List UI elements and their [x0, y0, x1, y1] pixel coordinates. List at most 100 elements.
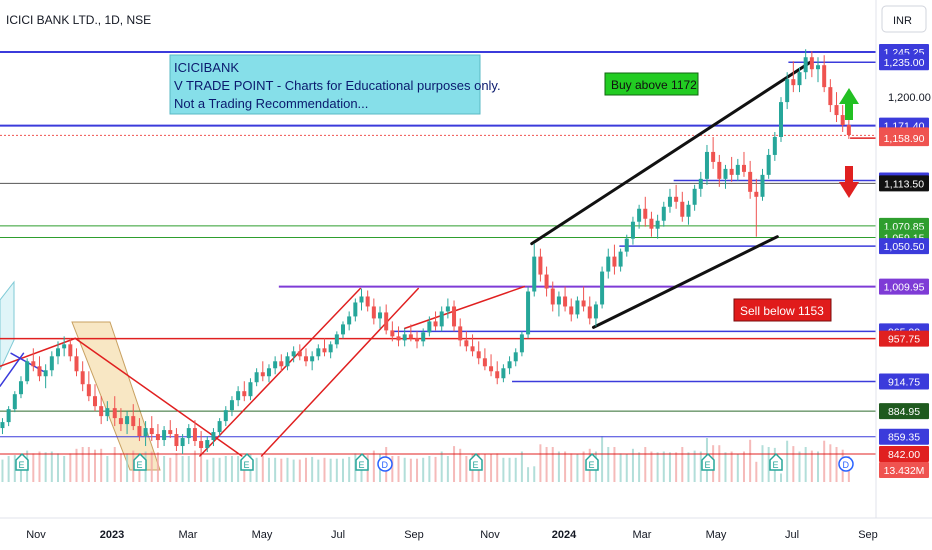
volume-bar	[32, 453, 35, 482]
price-tag-label: 842.00	[888, 449, 920, 461]
candle-body	[704, 151, 709, 179]
candle-body	[155, 434, 160, 441]
volume-bar	[465, 456, 468, 482]
volume-bar	[87, 447, 90, 482]
volume-bar	[63, 456, 66, 482]
price-tag-label: 914.75	[888, 376, 920, 388]
currency-button[interactable]	[881, 5, 927, 33]
volume-bar	[570, 453, 573, 482]
candle-body	[846, 125, 851, 135]
volume-bar	[218, 457, 221, 482]
volume-bar	[187, 456, 190, 482]
event-letter: E	[773, 460, 779, 470]
volume-bar	[193, 450, 196, 482]
volume-bar	[422, 457, 425, 482]
candle-body	[303, 356, 308, 362]
event-letter: E	[19, 460, 25, 470]
volume-bar	[582, 451, 585, 482]
volume-bar	[792, 446, 795, 482]
candle-body	[68, 344, 73, 357]
note-line-1: ICICIBANK	[174, 60, 239, 75]
volume-bar	[767, 447, 770, 482]
candle-body	[254, 372, 259, 383]
candle-body	[495, 371, 500, 379]
candle-body	[513, 352, 518, 362]
candle-body	[131, 416, 136, 427]
volume-bar	[508, 457, 511, 482]
x-tick-label: Mar	[179, 529, 198, 541]
volume-bar	[557, 451, 560, 482]
price-tag-label: 884.95	[888, 406, 920, 418]
candle-body	[93, 396, 98, 407]
volume-bar	[206, 459, 209, 482]
x-tick-label: Sep	[858, 529, 878, 541]
candle-body	[12, 394, 17, 410]
volume-bar	[126, 453, 129, 482]
candle-body	[55, 348, 60, 357]
symbol-title[interactable]: ICICI BANK LTD., 1D, NSE	[6, 13, 151, 27]
candle-body	[741, 164, 746, 172]
volume-bar	[119, 453, 122, 482]
volume-bar	[416, 458, 419, 482]
candle-body	[797, 72, 802, 86]
candle-body	[180, 438, 185, 447]
candle-body	[612, 256, 617, 267]
candle-body	[482, 358, 487, 367]
volume-bar	[662, 451, 665, 482]
event-letter: E	[244, 460, 250, 470]
volume-bar	[749, 439, 752, 482]
candle-body	[489, 366, 494, 372]
x-tick-label: Jul	[331, 529, 345, 541]
candle-body	[168, 430, 173, 435]
volume-bar	[718, 445, 721, 482]
volume-bar	[255, 457, 258, 482]
candle-body	[828, 87, 833, 106]
candle-body	[415, 338, 420, 342]
candle-body	[791, 79, 796, 86]
candle-body	[322, 348, 327, 353]
candle-body	[371, 306, 376, 319]
volume-bar	[699, 451, 702, 482]
volume-bar	[409, 458, 412, 482]
event-letter: D	[843, 460, 850, 470]
volume-bar	[150, 451, 153, 482]
candle-body	[735, 164, 740, 175]
candle-body	[37, 366, 42, 377]
candle-body	[334, 334, 339, 345]
volume-bar	[810, 450, 813, 482]
volume-bar	[428, 456, 431, 482]
x-tick-label: May	[706, 529, 727, 541]
event-letter: E	[589, 460, 595, 470]
candle-body	[674, 196, 679, 202]
candle-body	[772, 136, 777, 155]
candle-body	[593, 304, 598, 319]
note-line-2: V TRADE POINT - Charts for Educational p…	[174, 78, 501, 93]
volume-bar	[514, 457, 517, 482]
volume-bar	[81, 447, 84, 482]
left-channel-shade	[0, 280, 15, 371]
volume-bar	[551, 447, 554, 482]
volume-bar	[533, 466, 536, 482]
candle-body	[822, 65, 827, 88]
currency-label: INR	[893, 15, 912, 27]
price-tag-label: 1,113.50	[884, 178, 924, 190]
x-tick-label: Nov	[480, 529, 500, 541]
volume-bar	[755, 461, 758, 482]
candle-body	[606, 256, 611, 272]
earnings-marker-icon	[769, 452, 783, 471]
volume-bar	[446, 456, 449, 482]
earnings-marker-icon	[355, 452, 369, 471]
trendline-3	[260, 287, 420, 457]
volume-bar	[440, 451, 443, 482]
candle-body	[630, 221, 635, 239]
price-tag-box	[879, 54, 929, 71]
price-tag-label: 1,050.50	[884, 241, 925, 253]
x-tick-label: Nov	[26, 529, 46, 541]
candle-body	[803, 57, 808, 73]
candle-body	[365, 296, 370, 307]
volume-bar	[823, 440, 826, 482]
event-letter: E	[359, 460, 365, 470]
candle-body	[433, 321, 438, 327]
earnings-marker-icon	[701, 452, 715, 471]
